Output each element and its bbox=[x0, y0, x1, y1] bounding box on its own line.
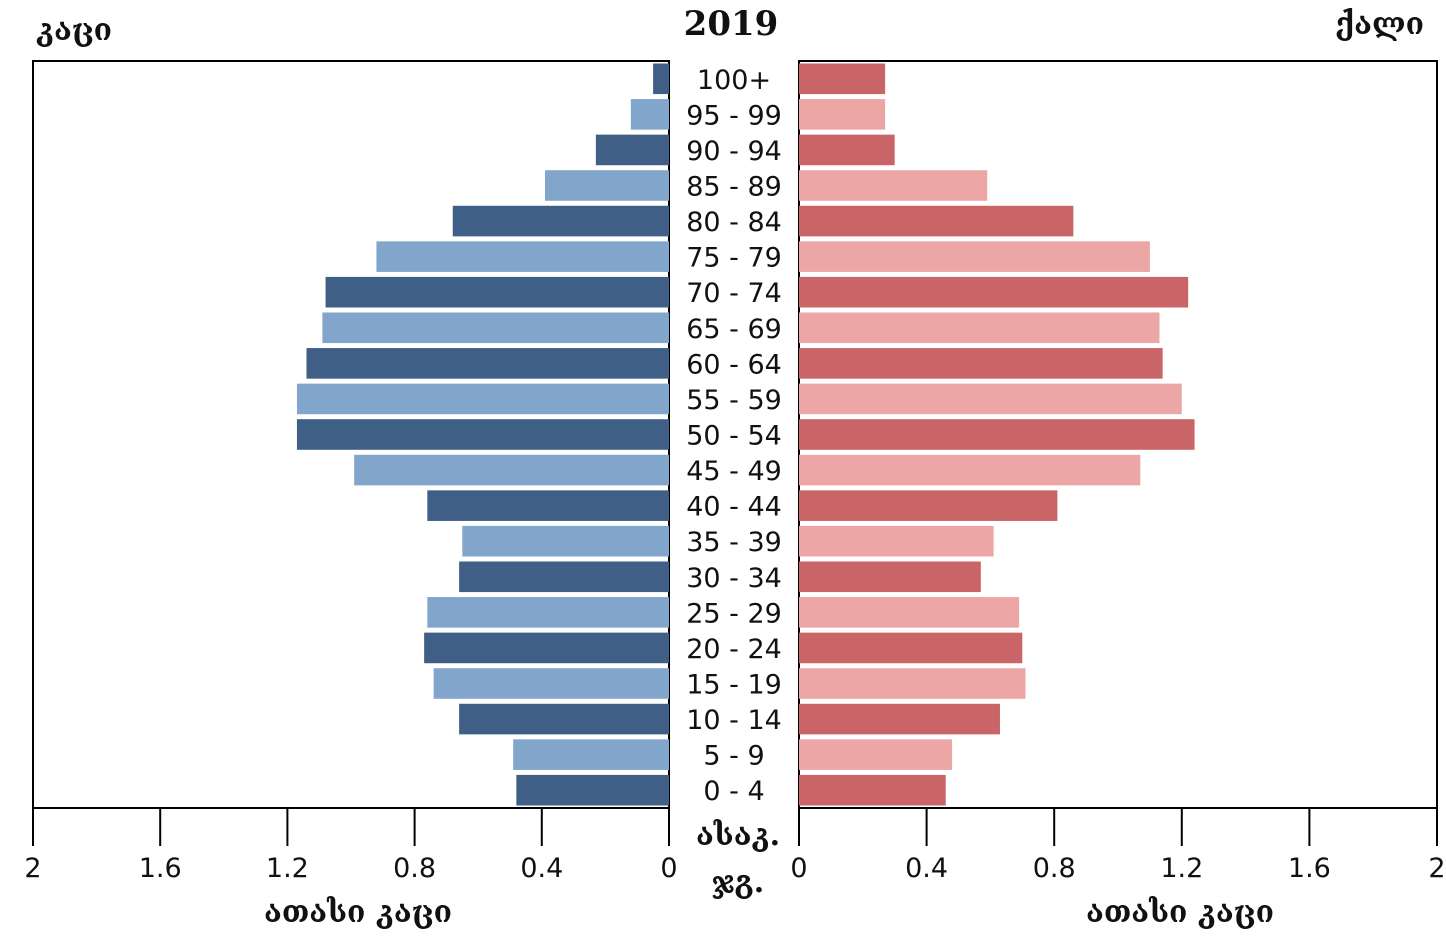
x-tick-label: 0.8 bbox=[393, 853, 436, 884]
female-bar bbox=[799, 276, 1189, 308]
male-bar bbox=[296, 419, 669, 450]
female-bar bbox=[799, 419, 1195, 450]
female-bar bbox=[799, 383, 1182, 415]
male-bar bbox=[459, 703, 669, 735]
male-bar bbox=[595, 134, 669, 166]
male-bar bbox=[544, 170, 669, 201]
male-bar bbox=[376, 241, 669, 272]
male-bar bbox=[296, 383, 669, 415]
male-bar bbox=[325, 276, 669, 308]
male-bar bbox=[653, 63, 669, 95]
age-group-label: 35 - 39 bbox=[686, 527, 782, 558]
female-bar bbox=[799, 774, 946, 806]
age-group-labels: 100+ 95 - 99 90 - 94 85 - 89 80 - 84 75 - 79 7… bbox=[686, 65, 782, 807]
age-group-label: 70 - 74 bbox=[686, 278, 782, 309]
x-axis-label-left: ათასი კაცი bbox=[264, 895, 452, 930]
age-group-label: 60 - 64 bbox=[686, 349, 782, 380]
age-group-label: 40 - 44 bbox=[686, 492, 782, 523]
female-bar bbox=[799, 241, 1150, 272]
x-tick-label: 2 bbox=[24, 853, 41, 884]
female-bar bbox=[799, 454, 1141, 486]
male-bar bbox=[516, 774, 669, 806]
female-bar bbox=[799, 134, 895, 166]
age-group-label: 75 - 79 bbox=[686, 243, 782, 274]
male-bar bbox=[462, 525, 669, 557]
x-tick-label: 0.8 bbox=[1033, 853, 1076, 884]
female-bar bbox=[799, 668, 1026, 699]
female-bar bbox=[799, 205, 1074, 237]
age-group-label: 100+ bbox=[697, 65, 771, 96]
x-tick-label: 1.6 bbox=[1288, 853, 1331, 884]
x-tick-label: 0.4 bbox=[905, 853, 948, 884]
female-label: ქალი bbox=[1335, 7, 1424, 42]
age-group-label: 90 - 94 bbox=[686, 136, 782, 167]
chart-title: 2019 bbox=[684, 4, 779, 44]
x-tick-label: 1.2 bbox=[266, 853, 309, 884]
age-group-label: 10 - 14 bbox=[686, 705, 782, 736]
x-tick-label: 0 bbox=[790, 853, 807, 884]
female-bar bbox=[799, 632, 1023, 664]
male-x-axis: 2 1.6 1.2 0.8 0.4 0 bbox=[24, 808, 678, 884]
female-x-axis: 0 0.4 0.8 1.2 1.6 2 bbox=[790, 808, 1446, 884]
male-bar bbox=[322, 312, 669, 344]
female-bars bbox=[799, 63, 1195, 806]
x-tick-label: 1.6 bbox=[139, 853, 182, 884]
male-bar bbox=[424, 632, 669, 664]
male-bar bbox=[427, 597, 669, 628]
age-group-label: 50 - 54 bbox=[686, 421, 782, 452]
female-bar bbox=[799, 63, 886, 95]
x-axis-label-right: ათასი კაცი bbox=[1086, 895, 1274, 930]
age-group-label: 55 - 59 bbox=[686, 385, 782, 416]
age-group-label: 95 - 99 bbox=[686, 100, 782, 131]
female-bar bbox=[799, 312, 1160, 344]
age-group-label: 30 - 34 bbox=[686, 563, 782, 594]
female-bar bbox=[799, 739, 953, 770]
x-tick-label: 2 bbox=[1428, 853, 1445, 884]
age-group-label: 85 - 89 bbox=[686, 172, 782, 203]
male-bar bbox=[630, 99, 669, 130]
center-axis-label-line2: ჯგ. bbox=[712, 865, 764, 900]
male-bar bbox=[433, 668, 669, 699]
male-label: კაცი bbox=[36, 13, 112, 48]
age-group-label: 15 - 19 bbox=[686, 670, 782, 701]
age-group-label: 80 - 84 bbox=[686, 207, 782, 238]
female-bar bbox=[799, 490, 1058, 521]
female-bar bbox=[799, 99, 886, 130]
age-group-label: 25 - 29 bbox=[686, 598, 782, 629]
female-bar bbox=[799, 561, 981, 593]
age-group-label: 20 - 24 bbox=[686, 634, 782, 665]
male-bar bbox=[452, 205, 669, 237]
center-axis-label-line1: ასაკ. bbox=[696, 818, 780, 853]
age-group-label: 5 - 9 bbox=[703, 741, 764, 772]
age-group-label: 45 - 49 bbox=[686, 456, 782, 487]
male-bar bbox=[459, 561, 669, 593]
female-bar bbox=[799, 703, 1000, 735]
male-bar bbox=[513, 739, 669, 770]
x-tick-label: 1.2 bbox=[1160, 853, 1203, 884]
age-group-label: 65 - 69 bbox=[686, 314, 782, 345]
male-bar bbox=[354, 454, 669, 486]
age-group-label: 0 - 4 bbox=[703, 776, 764, 807]
male-bars bbox=[296, 63, 669, 806]
female-bar bbox=[799, 525, 994, 557]
x-tick-label: 0 bbox=[660, 853, 677, 884]
male-bar bbox=[427, 490, 669, 521]
x-tick-label: 0.4 bbox=[520, 853, 563, 884]
male-bar bbox=[306, 348, 669, 379]
female-bar bbox=[799, 597, 1020, 628]
female-bar bbox=[799, 170, 988, 201]
female-bar bbox=[799, 348, 1163, 379]
